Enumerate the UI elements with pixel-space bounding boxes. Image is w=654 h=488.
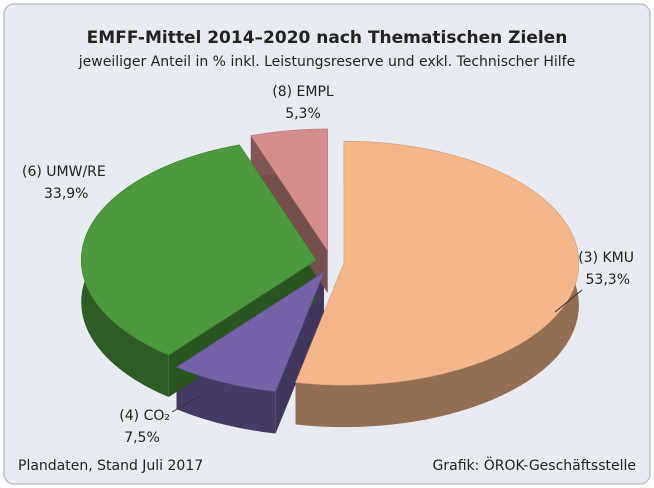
slice-value-label: 5,3% — [285, 106, 321, 122]
chart-title: EMFF-Mittel 2014–2020 nach Thematischen … — [87, 28, 568, 48]
slice-value-label: 7,5% — [124, 430, 160, 446]
chart-subtitle: jeweiliger Anteil in % inkl. Leistungsre… — [78, 54, 575, 70]
slice-value-label: 33,9% — [44, 186, 88, 202]
credit: Grafik: ÖROK-Geschäftsstelle — [433, 456, 636, 474]
slice-value-label: 53,3% — [586, 272, 630, 288]
pie-slice — [295, 140, 580, 386]
slice-label: (4) CO₂ — [119, 408, 170, 424]
slice-label: (3) KMU — [578, 250, 634, 266]
slice-label: (8) EMPL — [272, 84, 334, 100]
source: Plandaten, Stand Juli 2017 — [18, 458, 203, 474]
pie-slice — [175, 271, 325, 392]
leader-line — [554, 289, 583, 313]
slice-side — [176, 367, 276, 434]
slice-label: (6) UMW/RE — [22, 164, 106, 180]
pie-slice — [250, 128, 328, 252]
pie-slice — [80, 144, 317, 356]
leader-line — [171, 395, 201, 413]
